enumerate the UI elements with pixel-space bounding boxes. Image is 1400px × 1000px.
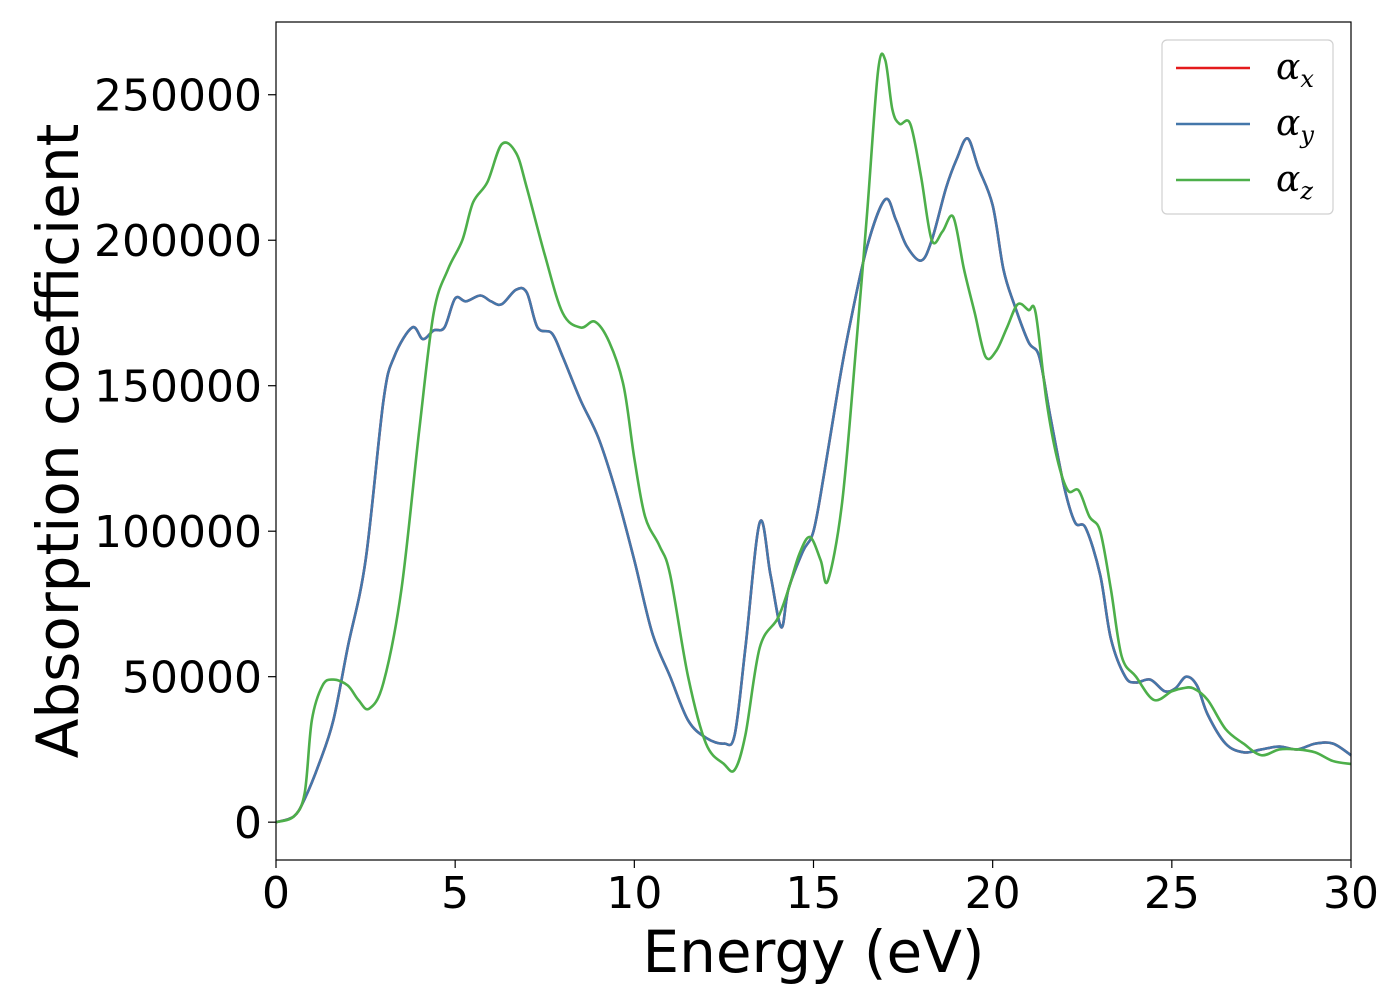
legend-box (1161, 39, 1334, 215)
x-tick-label: 10 (606, 868, 662, 919)
x-tick-label: 5 (441, 868, 469, 919)
x-tick-label: 20 (965, 868, 1021, 919)
x-axis-label: Energy (eV) (642, 918, 984, 986)
y-tick-label: 0 (234, 798, 262, 849)
series-line-alpha-x (275, 137, 1352, 824)
series-layer (275, 52, 1352, 824)
x-tick-label: 0 (262, 868, 290, 919)
x-tick-label: 15 (786, 868, 842, 919)
series-line-alpha-z (275, 52, 1352, 824)
y-tick-label: 250000 (94, 71, 262, 122)
x-ticks: 0 5 10 15 20 25 30 (262, 860, 1379, 919)
y-tick-label: 50000 (122, 653, 262, 704)
x-tick-label: 25 (1144, 868, 1200, 919)
x-tick-label: 30 (1323, 868, 1379, 919)
y-tick-label: 150000 (94, 362, 262, 413)
y-tick-label: 100000 (94, 507, 262, 558)
y-tick-label: 200000 (94, 216, 262, 267)
y-ticks: 0 50000 100000 150000 200000 250000 (94, 71, 276, 849)
y-axis-label: Absorption coefficient (24, 124, 92, 759)
series-line-alpha-y (275, 137, 1352, 824)
